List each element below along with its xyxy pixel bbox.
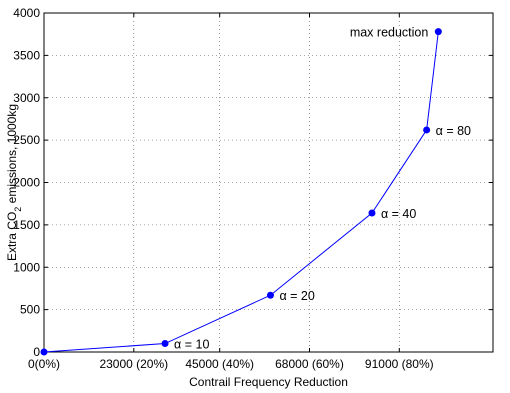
point-annotation: α = 80	[436, 124, 471, 138]
x-tick-label: 0(0%)	[28, 357, 60, 371]
point-annotation: α = 40	[381, 207, 416, 221]
x-axis-title: Contrail Frequency Reduction	[189, 375, 348, 389]
y-axis-title-sub: 2	[13, 207, 23, 212]
data-point	[161, 340, 169, 348]
data-point	[368, 209, 376, 217]
y-tick-label: 2000	[13, 176, 40, 190]
y-tick-label: 500	[20, 303, 40, 317]
data-point	[266, 291, 274, 299]
y-tick-label: 2500	[13, 133, 40, 147]
y-tick-label: 3000	[13, 91, 40, 105]
x-tick-label: 68000 (60%)	[275, 357, 344, 371]
y-axis-title-post: emissions, 1000kg	[5, 104, 19, 207]
data-point	[423, 126, 431, 134]
point-annotation: max reduction	[350, 26, 429, 40]
y-tick-label: 0	[33, 345, 40, 359]
annotations: α = 10 α = 20 α = 40 α = 80 max reduction	[174, 26, 471, 352]
data-point	[40, 348, 48, 356]
point-annotation: α = 10	[174, 338, 209, 352]
y-axis-title: Extra CO2 emissions, 1000kg	[5, 104, 23, 261]
x-tick-label: 45000 (40%)	[185, 357, 254, 371]
series-line	[43, 31, 439, 353]
y-axis-title-pre: Extra CO	[5, 212, 19, 261]
x-tick-label: 91000 (80%)	[365, 357, 434, 371]
axis-ticks: 0 500 1000 1500 2000 2500 3000 3500 4000 0(0%) 230…	[13, 6, 493, 371]
point-annotation: α = 20	[279, 289, 314, 303]
y-tick-label: 1500	[13, 218, 40, 232]
data-series	[40, 28, 442, 356]
y-tick-label: 4000	[13, 6, 40, 20]
x-tick-label: 23000 (20%)	[99, 357, 168, 371]
y-tick-label: 1000	[13, 260, 40, 274]
grid-lines	[44, 13, 493, 352]
data-point	[434, 28, 442, 36]
y-tick-label: 3500	[13, 48, 40, 62]
